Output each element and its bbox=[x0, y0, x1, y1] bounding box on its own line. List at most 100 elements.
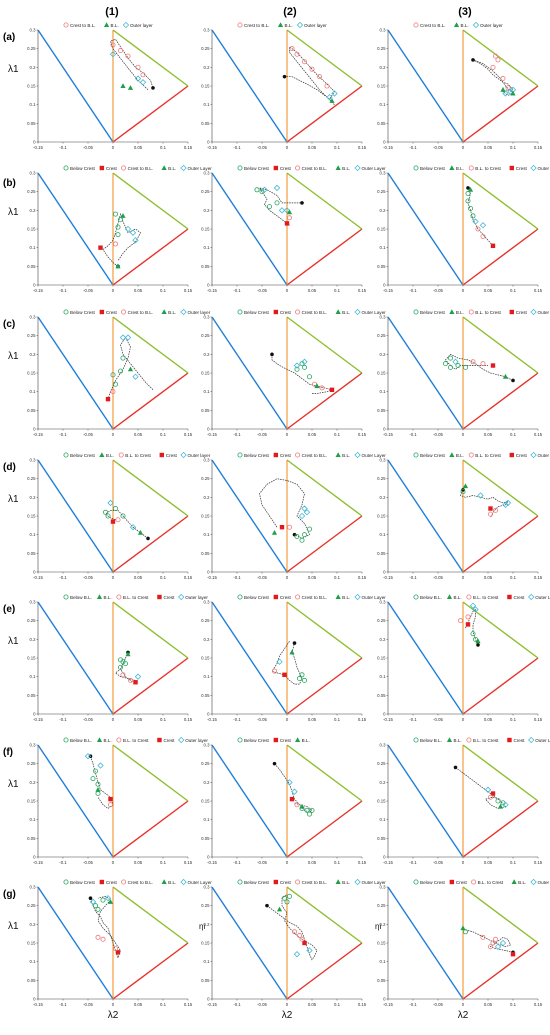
y-tick-label: 0.15 bbox=[201, 227, 210, 232]
trajectory-line bbox=[102, 212, 141, 267]
upper-boundary-line bbox=[286, 601, 363, 659]
trajectory-line bbox=[271, 354, 334, 394]
x-tick-label: -0.1 bbox=[59, 1002, 67, 1007]
y-tick-label: 0.3 bbox=[204, 743, 211, 748]
upper-boundary-line bbox=[286, 744, 363, 802]
data-point-crest bbox=[108, 796, 113, 802]
y-tick-label: 0 bbox=[383, 570, 386, 575]
row-label-e: (e) bbox=[3, 604, 15, 615]
y-tick-label: 0.2 bbox=[380, 922, 387, 927]
x-tick-label: 0 bbox=[462, 860, 465, 865]
data-point-bl bbox=[95, 787, 101, 792]
data-point-below_crest bbox=[470, 213, 476, 219]
row-label-f: (f) bbox=[3, 747, 13, 758]
y-tick-label: 0.25 bbox=[27, 476, 36, 481]
x-axis-label: λ2 bbox=[108, 1010, 119, 1021]
legend-marker-crest_to_bl bbox=[468, 165, 474, 171]
data-point-below_crest bbox=[113, 211, 119, 217]
legend-label: Outer Layer bbox=[538, 310, 550, 315]
lower-boundary-line bbox=[112, 85, 189, 143]
data-point-outer bbox=[502, 801, 509, 808]
trajectory-arrow-head bbox=[151, 86, 155, 90]
y-tick-label: 0.15 bbox=[201, 941, 210, 946]
legend-label: Below Crest bbox=[420, 880, 445, 885]
data-point-below_crest bbox=[465, 198, 471, 204]
legend-marker-crest_to_bl bbox=[121, 309, 127, 315]
y-tick-label: 0 bbox=[383, 712, 386, 717]
panel-a3: Crest to B.L. B.L. Outer layer 0 0.05 0.1 0.15… bbox=[377, 21, 543, 150]
data-point-outer bbox=[273, 184, 281, 192]
x-tick-label: 0.1 bbox=[160, 717, 167, 722]
y-tick-label: 0 bbox=[33, 140, 36, 145]
trajectory-arrow-head bbox=[146, 536, 150, 541]
legend-marker-bl bbox=[449, 309, 455, 314]
lower-boundary-line bbox=[462, 85, 539, 143]
legend-label: Crest to B.L. bbox=[128, 310, 154, 315]
data-point-bl bbox=[137, 530, 144, 535]
y-tick-label: 0.2 bbox=[204, 495, 211, 500]
x-tick-label: 0.05 bbox=[308, 288, 317, 293]
data-point-below_crest bbox=[95, 791, 101, 797]
data-point-outer bbox=[129, 524, 137, 531]
upper-boundary-line bbox=[286, 316, 363, 374]
y-tick-label: 0 bbox=[33, 427, 36, 432]
data-point-bl bbox=[475, 638, 481, 644]
legend-label: Outer Layer bbox=[362, 453, 387, 458]
upper-boundary-line bbox=[112, 601, 189, 659]
y-tick-label: 0.25 bbox=[201, 189, 210, 194]
data-point-crest_to_bl bbox=[465, 614, 471, 620]
left-boundary-line bbox=[387, 29, 464, 143]
legend-marker-below_crest bbox=[63, 452, 69, 458]
data-point-bl bbox=[120, 83, 126, 88]
trajectory-line bbox=[460, 489, 509, 519]
lower-boundary-line bbox=[286, 372, 363, 430]
legend-marker-outer bbox=[178, 736, 185, 744]
legend-label: Below B.L. bbox=[420, 738, 442, 743]
y-tick-label: 0.05 bbox=[27, 264, 36, 269]
legend-label: Crest bbox=[513, 738, 525, 743]
data-point-below_crest bbox=[113, 506, 119, 512]
x-tick-label: 0.05 bbox=[134, 288, 143, 293]
x-tick-label: 0.1 bbox=[510, 575, 517, 580]
x-tick-label: -0.1 bbox=[233, 860, 241, 865]
legend-label: Crest bbox=[280, 738, 292, 743]
y-tick-label: 0.25 bbox=[377, 618, 386, 623]
data-point-below_crest bbox=[93, 768, 99, 774]
legend: Crest to B.L. B.L. Outer layer bbox=[413, 21, 503, 29]
y-tick-label: 0.2 bbox=[380, 65, 387, 70]
y-axis-label: λ1 bbox=[8, 64, 19, 75]
row-label-c: (c) bbox=[3, 319, 15, 330]
legend-label: Outer Layer bbox=[535, 738, 550, 743]
lower-boundary-line bbox=[462, 515, 539, 573]
legend-label: B.L. to Crest bbox=[478, 880, 504, 885]
legend-marker-bl bbox=[446, 737, 453, 742]
y-tick-label: 0.05 bbox=[377, 836, 386, 841]
trajectory-arrow-head bbox=[300, 201, 304, 205]
data-point-below_crest bbox=[301, 364, 307, 370]
data-point-below_crest bbox=[103, 509, 109, 515]
legend-marker-bl bbox=[99, 452, 105, 457]
data-point-outer bbox=[134, 673, 142, 680]
legend-label: Below Crest bbox=[70, 880, 95, 885]
x-tick-label: -0.1 bbox=[233, 1002, 241, 1007]
x-tick-label: -0.15 bbox=[207, 1002, 217, 1007]
data-point-below_crest bbox=[455, 363, 461, 369]
x-tick-label: -0.1 bbox=[233, 432, 241, 437]
y-tick-label: 0.1 bbox=[30, 817, 37, 822]
y-tick-label: 0.05 bbox=[27, 836, 36, 841]
y-tick-label: 0.25 bbox=[27, 761, 36, 766]
x-tick-label: -0.1 bbox=[233, 575, 241, 580]
data-point-below_crest bbox=[115, 232, 121, 238]
legend-marker-below_crest bbox=[413, 879, 419, 885]
upper-boundary-line bbox=[462, 459, 539, 517]
left-boundary-line bbox=[37, 29, 114, 143]
y-tick-label: 0.3 bbox=[30, 885, 37, 890]
data-point-below_crest bbox=[299, 672, 305, 678]
legend-marker-outer bbox=[354, 451, 361, 459]
lower-boundary-line bbox=[112, 515, 189, 573]
data-point-outer bbox=[499, 939, 507, 947]
data-point-bl bbox=[286, 209, 293, 215]
legend-marker-outer bbox=[354, 308, 361, 316]
data-point-outer bbox=[134, 75, 142, 82]
x-tick-label: 0 bbox=[462, 145, 465, 150]
